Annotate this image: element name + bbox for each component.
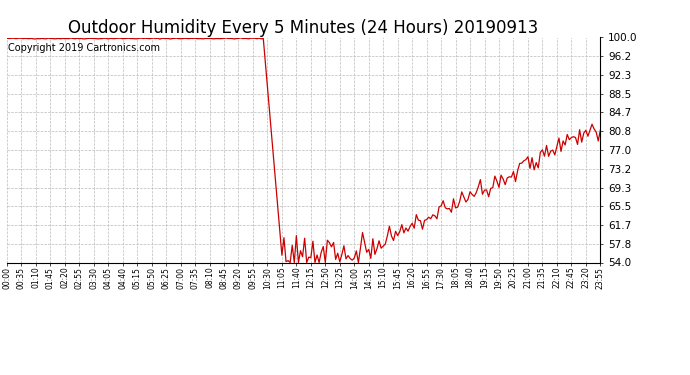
Text: Copyright 2019 Cartronics.com: Copyright 2019 Cartronics.com xyxy=(8,43,160,53)
Text: Humidity  (%): Humidity (%) xyxy=(595,23,671,33)
Title: Outdoor Humidity Every 5 Minutes (24 Hours) 20190913: Outdoor Humidity Every 5 Minutes (24 Hou… xyxy=(68,20,539,38)
